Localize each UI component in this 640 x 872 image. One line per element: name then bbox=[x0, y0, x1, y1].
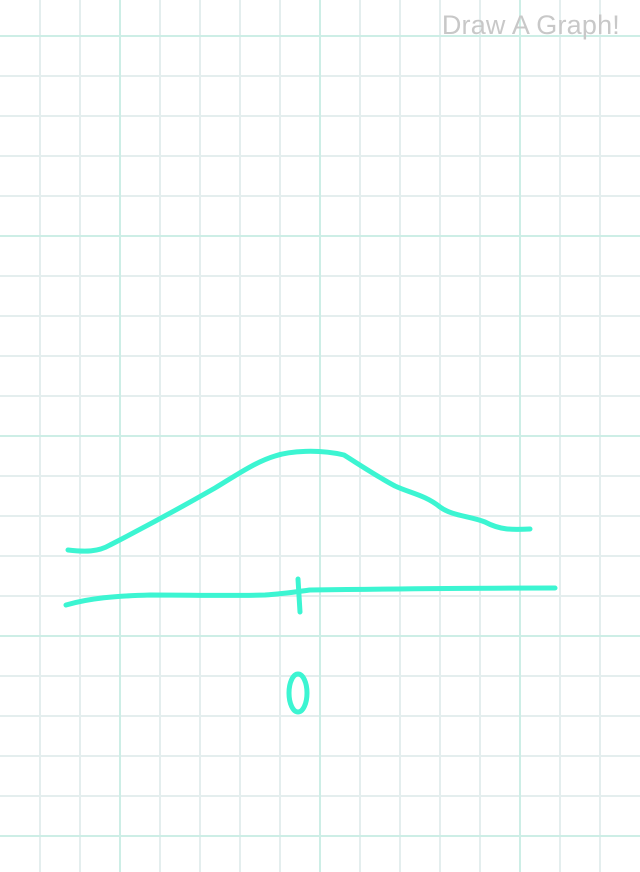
axis-tick-mark bbox=[295, 576, 303, 615]
bell-curve-stroke bbox=[65, 448, 533, 554]
x-axis-stroke bbox=[63, 585, 558, 608]
app-title: Draw A Graph! bbox=[441, 10, 620, 40]
zero-label-handwritten bbox=[286, 671, 310, 715]
